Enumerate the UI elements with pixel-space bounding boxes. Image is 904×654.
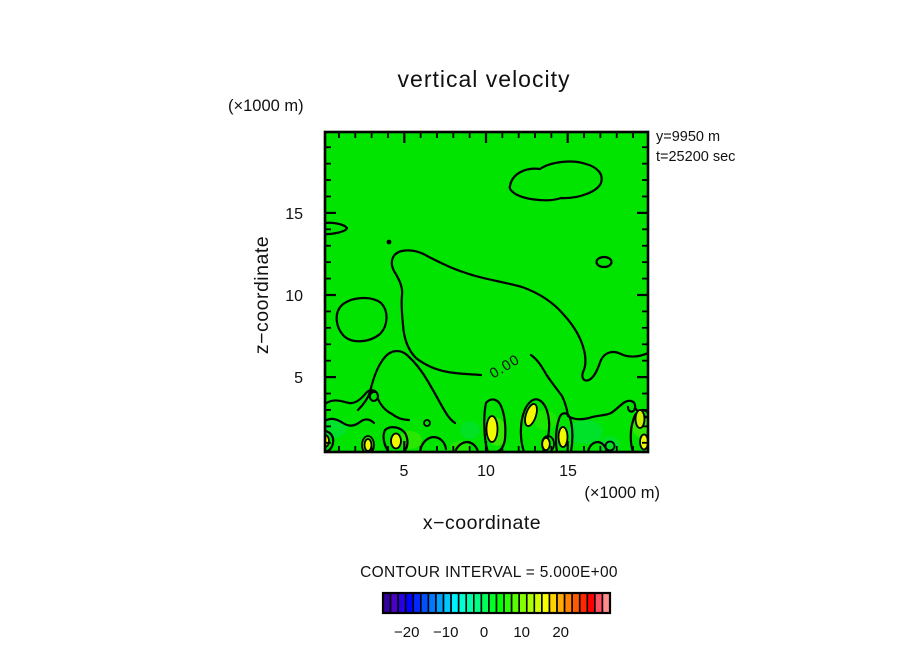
updraft-cores <box>325 403 648 452</box>
y-axis-label: z−coordinate <box>251 236 273 354</box>
colorbar-cell <box>465 592 475 614</box>
zero-contour-left-sliver <box>325 221 349 236</box>
updraft-cell-contours <box>325 398 648 452</box>
colorbar-tick-neg10: −10 <box>433 624 458 641</box>
colorbar-cell <box>472 592 483 614</box>
colorbar-cell <box>586 592 596 614</box>
colorbar-cell <box>525 592 536 614</box>
colorbar-cell <box>510 592 520 614</box>
y-tick-label-15: 15 <box>285 206 303 223</box>
colorbar-cell <box>404 592 415 614</box>
colorbar-cell <box>412 592 422 614</box>
x-tick-label-10: 10 <box>477 463 495 480</box>
colorbar-cell <box>594 592 604 614</box>
x-tick-label-15: 15 <box>559 463 577 480</box>
colorbar-tick-0: 0 <box>480 624 488 641</box>
colorbar-cell <box>601 592 611 614</box>
colorbar-cell <box>578 592 589 614</box>
colorbar-cell <box>533 592 543 614</box>
zero-contour-main <box>390 249 648 382</box>
zero-contour-lines <box>325 160 648 382</box>
colorbar-cell <box>382 592 392 614</box>
colorbar-cell <box>548 592 558 614</box>
colorbar-tick-neg20: −20 <box>394 624 419 641</box>
contour-interval-text: CONTOUR INTERVAL = 5.000E+00 <box>360 564 618 581</box>
colorbar-cell <box>495 592 505 614</box>
zero-contour-blob-topright <box>508 160 603 202</box>
time-annotation: t=25200 sec <box>656 149 735 165</box>
colorbar-cell <box>563 592 573 614</box>
colorbar-tick-20: 20 <box>552 624 569 641</box>
plot-frame <box>323 130 650 454</box>
colorbar-cell <box>389 592 399 614</box>
colorbar-frame <box>381 591 612 615</box>
colorbar-cell <box>541 592 551 614</box>
plot-title: vertical velocity <box>398 66 571 92</box>
y-tick-label-5: 5 <box>294 370 303 387</box>
colorbar-cell <box>442 592 452 614</box>
colorbar-cell <box>488 592 498 614</box>
colorbar-cell <box>480 592 490 614</box>
x-tick-label-5: 5 <box>400 463 409 480</box>
y-tick-label-10: 10 <box>285 288 303 305</box>
colorbar-cell <box>518 592 528 614</box>
colorbar <box>382 592 611 614</box>
zero-contour-blob-leftmid <box>335 296 388 343</box>
colorbar-cell <box>450 592 460 614</box>
y-axis-unit-label: (×1000 m) <box>228 97 304 115</box>
colorbar-cell <box>503 592 513 614</box>
x-axis-label: x−coordinate <box>423 512 541 534</box>
colorbar-cell <box>571 592 581 614</box>
colorbar-tick-10: 10 <box>513 624 530 641</box>
colorbar-cell <box>397 592 407 614</box>
colorbar-cell <box>427 592 437 614</box>
zero-contour-dot <box>386 239 392 245</box>
boundary-layer-contours <box>325 350 648 452</box>
colorbar-cell <box>420 592 430 614</box>
slice-annotation: y=9950 m <box>656 129 720 145</box>
x-axis-unit-label: (×1000 m) <box>584 484 660 502</box>
zero-contour-small-ellipse <box>595 255 613 269</box>
colorbar-cell <box>457 592 468 614</box>
colorbar-cell <box>556 592 566 614</box>
colorbar-cell <box>435 592 445 614</box>
